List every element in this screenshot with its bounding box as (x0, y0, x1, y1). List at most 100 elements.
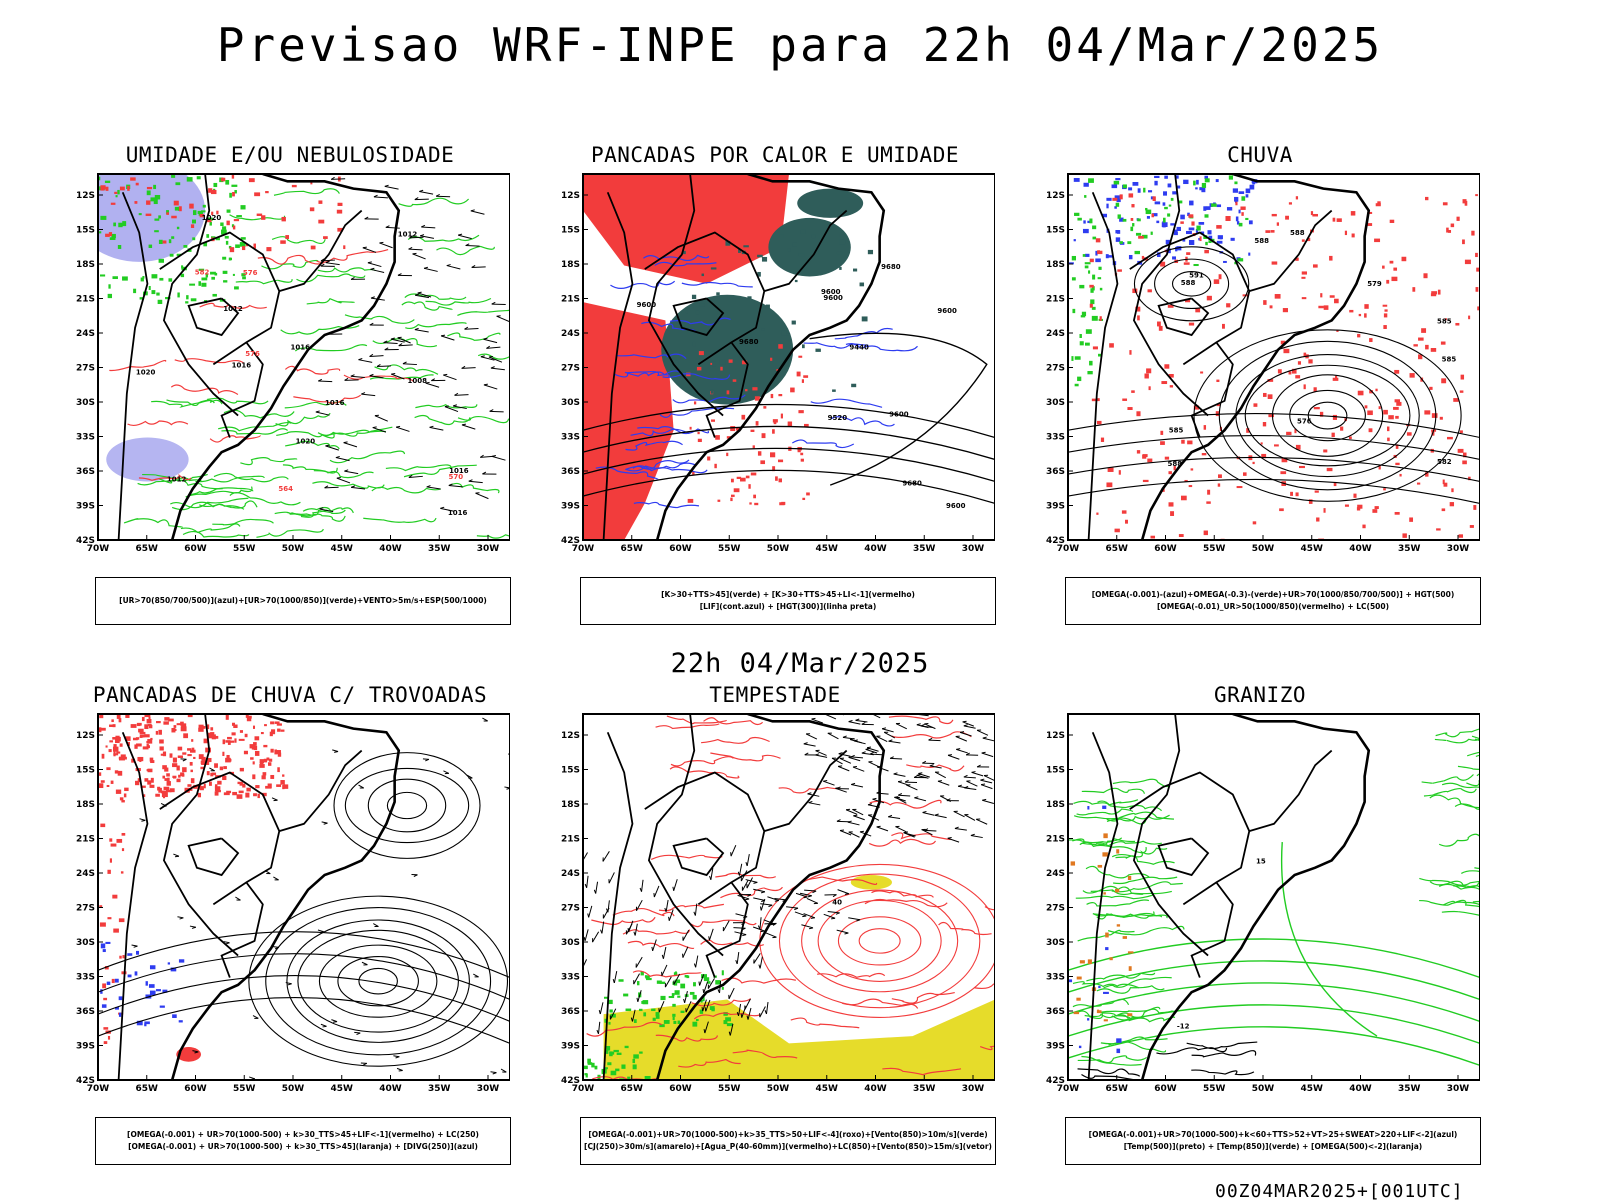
contour-label: 588 (1290, 229, 1305, 237)
contour-label: 564 (278, 485, 293, 493)
map-chuva: 58558858858859158858558558257957612S15S1… (1040, 172, 1480, 572)
lat-tick-label: 36S (561, 1007, 580, 1017)
contour-label: 9600 (946, 502, 966, 510)
lat-tick-label: 15S (561, 226, 580, 236)
lat-tick-label: 39S (561, 1042, 580, 1052)
lon-tick-label: 30W (962, 1084, 985, 1094)
lat-tick-label: 21S (76, 835, 95, 845)
lat-tick-label: 27S (561, 364, 580, 374)
lat-tick-label: 15S (76, 766, 95, 776)
lat-tick-label: 24S (76, 329, 95, 339)
contour-label: 9440 (849, 343, 869, 351)
contour-label: -12 (1177, 1023, 1190, 1031)
lat-tick-label: 24S (1046, 329, 1065, 339)
map-field-layer: 9600960096009680968096009440952096809600… (583, 174, 995, 540)
contour-label: 9600 (637, 301, 657, 309)
lon-tick-label: 60W (669, 544, 692, 554)
lon-tick-label: 40W (1349, 544, 1372, 554)
caption-line-1: [OMEGA(-0.001)-(azul)+OMEGA(-0.3)-(verde… (1092, 589, 1455, 601)
lat-tick-label: 33S (1046, 973, 1065, 983)
caption-line-1: [OMEGA(-0.001) + UR>70(1000-500) + k>30_… (127, 1129, 479, 1141)
lat-tick-label: 30S (1046, 938, 1065, 948)
lat-tick-label: 15S (1046, 766, 1065, 776)
lat-tick-label: 33S (76, 433, 95, 443)
caption-line-2: [OMEGA(-0.001) + UR>70(1000-500) + k>30_… (128, 1141, 478, 1153)
lat-tick-label: 36S (1046, 1007, 1065, 1017)
lon-tick-label: 45W (816, 1084, 839, 1094)
subtitle-date: 22h 04/Mar/2025 (0, 648, 1600, 679)
lon-tick-label: 70W (1057, 544, 1080, 554)
lat-tick-label: 33S (561, 433, 580, 443)
caption-line-2: [CJ(250)>30m/s](amarelo)+[Agua_P(40-60mm… (584, 1141, 992, 1153)
contour-label: 15 (1256, 858, 1266, 866)
lon-tick-label: 30W (1447, 1084, 1470, 1094)
contour-label: 588 (1167, 460, 1182, 468)
lon-tick-label: 30W (962, 544, 985, 554)
lon-tick-label: 55W (1203, 544, 1226, 554)
lat-tick-label: 39S (76, 1042, 95, 1052)
lon-tick-label: 65W (621, 1084, 644, 1094)
contour-label: 576 (1297, 418, 1312, 426)
contour-label: 9600 (937, 307, 957, 315)
lon-tick-label: 55W (1203, 1084, 1226, 1094)
lat-tick-label: 15S (76, 226, 95, 236)
contour-label: 40 (832, 898, 842, 906)
contour-label: 1016 (232, 362, 252, 370)
map-field-layer: 40 (581, 712, 995, 1084)
lon-tick-label: 40W (864, 1084, 887, 1094)
panel-caption: [OMEGA(-0.001) + UR>70(1000-500) + k>30_… (95, 1117, 511, 1165)
lon-tick-label: 50W (282, 1084, 305, 1094)
contour-label: 588 (1254, 237, 1269, 245)
lon-tick-label: 65W (1106, 544, 1129, 554)
lon-tick-label: 45W (331, 1084, 354, 1094)
panel-caption: [UR>70(850/700/500)](azul)+[UR>70(1000/8… (95, 577, 511, 625)
lon-tick-label: 65W (136, 544, 159, 554)
panel-title: PANCADAS DE CHUVA C/ TROVOADAS (70, 683, 510, 707)
lon-tick-label: 70W (572, 1084, 595, 1094)
lat-tick-label: 12S (561, 731, 580, 741)
lon-tick-label: 60W (1154, 1084, 1177, 1094)
contour-label: 9520 (828, 414, 848, 422)
lat-tick-label: 39S (1046, 1042, 1065, 1052)
panel-caption: [K>30+TTS>45](verde) + [K>30+TTS>45+LI<-… (580, 577, 996, 625)
lat-tick-label: 24S (76, 869, 95, 879)
lat-tick-label: 27S (1046, 904, 1065, 914)
lon-tick-label: 55W (718, 1084, 741, 1094)
lat-tick-label: 12S (561, 191, 580, 201)
lat-tick-label: 18S (1046, 260, 1065, 270)
lon-tick-label: 60W (184, 544, 207, 554)
panel-title: UMIDADE E/OU NEBULOSIDADE (70, 143, 510, 167)
run-timestamp: 00Z04MAR2025+[001UTC] (1215, 1181, 1464, 1202)
lon-tick-label: 70W (87, 1084, 110, 1094)
contour-label: 585 (1437, 318, 1452, 326)
map-field-layer: 1016101210121008101210161020102010161016… (73, 172, 510, 540)
contour-label: 1012 (398, 231, 418, 239)
contour-label: 582 (195, 268, 210, 276)
lon-tick-label: 60W (1154, 544, 1177, 554)
lat-tick-label: 39S (561, 502, 580, 512)
caption-line-2: [OMEGA(-0.01)_UR>50(1000/850)(vermelho) … (1157, 601, 1389, 613)
contour-label: 9600 (889, 410, 909, 418)
lat-tick-label: 39S (76, 502, 95, 512)
lat-tick-label: 33S (1046, 433, 1065, 443)
lon-tick-label: 50W (282, 544, 305, 554)
lon-tick-label: 65W (1106, 1084, 1129, 1094)
contour-label: 1012 (167, 476, 187, 484)
lon-tick-label: 40W (379, 1084, 402, 1094)
caption-line-1: [UR>70(850/700/500)](azul)+[UR>70(1000/8… (119, 595, 487, 607)
contour-label: 9680 (739, 338, 759, 346)
map-pancadas-calor: 9600960096009680968096009440952096809600… (555, 172, 995, 572)
lat-tick-label: 24S (561, 329, 580, 339)
lon-tick-label: 35W (428, 544, 451, 554)
lon-tick-label: 70W (1057, 1084, 1080, 1094)
caption-line-2: [LIF](cont.azul) + [HGT(300)](linha pret… (700, 601, 877, 613)
lon-tick-label: 40W (864, 544, 887, 554)
lat-tick-label: 12S (1046, 191, 1065, 201)
lon-tick-label: 60W (184, 1084, 207, 1094)
lat-tick-label: 18S (76, 800, 95, 810)
contour-label: 1020 (136, 368, 156, 376)
contour-label: 585 (1169, 426, 1184, 434)
panel-caption: [OMEGA(-0.001)-(azul)+OMEGA(-0.3)-(verde… (1065, 577, 1481, 625)
lat-tick-label: 12S (76, 731, 95, 741)
